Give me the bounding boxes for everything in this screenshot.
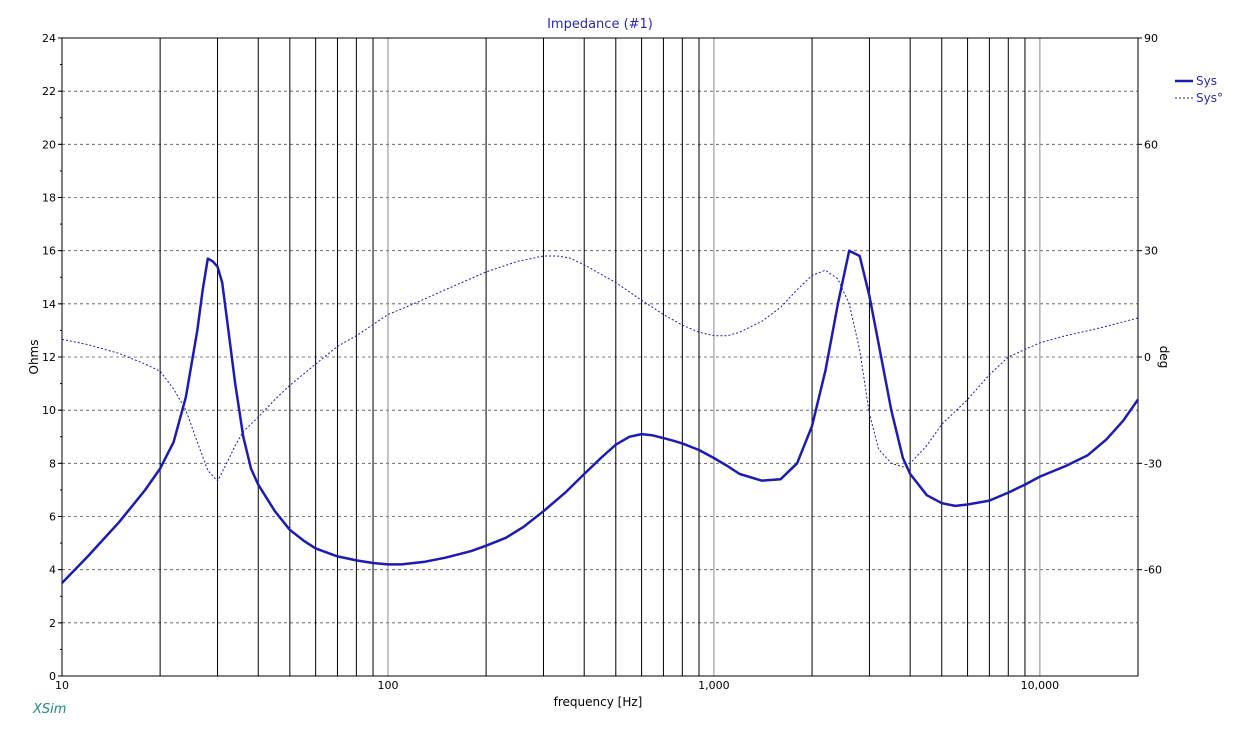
x-tick-label: 10 xyxy=(55,679,69,692)
y-axis-label: Ohms xyxy=(27,340,41,375)
chart-title: Impedance (#1) xyxy=(547,17,653,32)
y-tick-label: 10 xyxy=(42,404,56,417)
y2-tick-label: 90 xyxy=(1144,32,1158,45)
y2-tick-label: -30 xyxy=(1144,457,1162,470)
legend-label-sys-phase: Sys° xyxy=(1196,91,1223,105)
y-tick-label: 0 xyxy=(49,670,56,683)
y2-axis-label: deg xyxy=(1157,346,1171,369)
y-tick-label: 6 xyxy=(49,511,56,524)
y2-tick-label: 0 xyxy=(1144,351,1151,364)
y-tick-label: 8 xyxy=(49,457,56,470)
y-tick-label: 22 xyxy=(42,85,56,98)
x-tick-label: 1,000 xyxy=(698,679,730,692)
y-tick-label: 4 xyxy=(49,564,56,577)
x-tick-label: 100 xyxy=(377,679,398,692)
y2-tick-label: -60 xyxy=(1144,564,1162,577)
series-phase-line xyxy=(61,255,1139,482)
x-tick-label: 10,000 xyxy=(1021,679,1060,692)
y-tick-label: 24 xyxy=(42,32,56,45)
x-axis: 10 100 1,000 10,000 xyxy=(55,679,1059,692)
y-tick-label: 20 xyxy=(42,138,56,151)
series-impedance-line xyxy=(61,249,1140,584)
grid xyxy=(62,38,1138,676)
y-axis-right: -60 -30 0 30 60 90 xyxy=(1138,32,1162,577)
legend-label-sys: Sys xyxy=(1196,74,1217,88)
x-axis-label: frequency [Hz] xyxy=(554,695,643,709)
y-tick-label: 2 xyxy=(49,617,56,630)
curves xyxy=(61,249,1140,584)
y-tick-label: 18 xyxy=(42,192,56,205)
y-tick-label: 16 xyxy=(42,245,56,258)
y-tick-label: 12 xyxy=(42,351,56,364)
y2-tick-label: 30 xyxy=(1144,245,1158,258)
xsim-logo: XSim xyxy=(32,702,66,717)
y2-tick-label: 60 xyxy=(1144,138,1158,151)
legend: Sys Sys° xyxy=(1175,74,1223,105)
y-tick-label: 14 xyxy=(42,298,56,311)
